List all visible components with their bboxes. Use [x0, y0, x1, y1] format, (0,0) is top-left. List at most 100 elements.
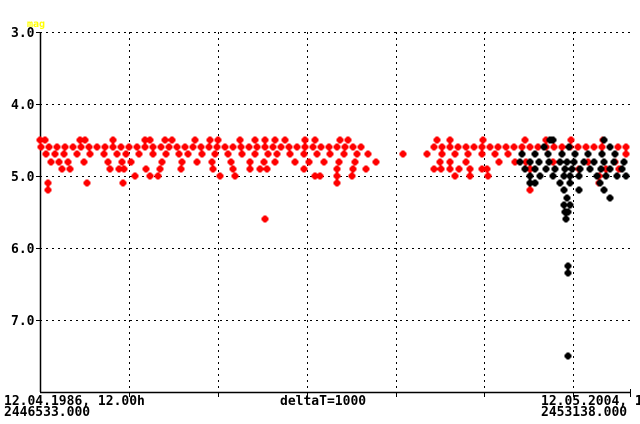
- data-point-core: [577, 166, 583, 172]
- data-point-core: [546, 159, 552, 165]
- data-point-core: [43, 151, 49, 157]
- data-point-core: [563, 216, 569, 222]
- data-point-core: [585, 159, 591, 165]
- data-point-core: [599, 151, 605, 157]
- data-point-core: [350, 166, 356, 172]
- data-point-core: [262, 137, 268, 143]
- data-point-core: [116, 166, 122, 172]
- data-point-core: [568, 137, 574, 143]
- data-point-core: [62, 144, 68, 150]
- data-point-core: [147, 173, 153, 179]
- data-point-core: [607, 166, 613, 172]
- data-point-core: [439, 144, 445, 150]
- data-point-core: [336, 159, 342, 165]
- data-point-core: [467, 173, 473, 179]
- data-point-core: [564, 195, 570, 201]
- data-point-core: [576, 187, 582, 193]
- data-point-core: [102, 144, 108, 150]
- x-delta-label: deltaT=1000: [280, 394, 366, 409]
- y-tick-label: 3.0: [11, 26, 35, 41]
- data-point-core: [334, 166, 340, 172]
- data-point-core: [272, 159, 278, 165]
- data-point-core: [215, 137, 221, 143]
- data-point-core: [619, 166, 625, 172]
- data-point-core: [567, 180, 573, 186]
- data-point-core: [543, 166, 549, 172]
- data-point-core: [254, 144, 260, 150]
- data-point-core: [603, 166, 609, 172]
- data-point-core: [527, 144, 533, 150]
- data-point-core: [527, 173, 533, 179]
- data-point-core: [607, 195, 613, 201]
- data-point-core: [517, 159, 523, 165]
- data-point-core: [566, 144, 572, 150]
- data-point-core: [262, 216, 268, 222]
- data-point-core: [317, 173, 323, 179]
- data-point-core: [302, 144, 308, 150]
- data-point-core: [142, 137, 148, 143]
- data-point-core: [310, 144, 316, 150]
- data-point-core: [452, 173, 458, 179]
- data-point-core: [352, 159, 358, 165]
- data-point-core: [163, 151, 169, 157]
- data-point-core: [572, 151, 578, 157]
- data-point-core: [327, 151, 333, 157]
- data-point-core: [550, 159, 556, 165]
- data-point-core: [292, 159, 298, 165]
- data-point-core: [119, 159, 125, 165]
- data-point-core: [471, 144, 477, 150]
- data-point-core: [550, 173, 556, 179]
- data-point-core: [282, 137, 288, 143]
- data-point-core: [262, 144, 268, 150]
- data-point-core: [222, 144, 228, 150]
- data-point-core: [132, 173, 138, 179]
- data-point-core: [438, 166, 444, 172]
- data-point-core: [495, 144, 501, 150]
- data-point-core: [162, 137, 168, 143]
- y-tick-label: 6.0: [11, 242, 35, 257]
- data-point-core: [101, 151, 107, 157]
- data-point-core: [185, 151, 191, 157]
- data-point-core: [81, 159, 87, 165]
- data-point-core: [94, 144, 100, 150]
- data-point-core: [45, 180, 51, 186]
- data-point-core: [157, 166, 163, 172]
- data-point-core: [206, 144, 212, 150]
- data-point-core: [363, 166, 369, 172]
- data-point-core: [37, 137, 43, 143]
- data-point-core: [158, 144, 164, 150]
- data-point-core: [261, 159, 267, 165]
- data-point-core: [65, 159, 71, 165]
- data-point-core: [527, 180, 533, 186]
- data-point-core: [465, 151, 471, 157]
- data-point-core: [559, 151, 565, 157]
- data-point-core: [562, 166, 568, 172]
- data-point-core: [74, 151, 80, 157]
- data-point-core: [110, 144, 116, 150]
- data-point-core: [479, 144, 485, 150]
- data-point-core: [169, 137, 175, 143]
- data-point-core: [557, 180, 563, 186]
- data-point-core: [511, 144, 517, 150]
- data-point-core: [447, 144, 453, 150]
- data-point-core: [67, 166, 73, 172]
- data-point-core: [484, 166, 490, 172]
- data-point-core: [603, 173, 609, 179]
- data-point-core: [46, 144, 52, 150]
- data-point-core: [431, 144, 437, 150]
- data-point-core: [623, 151, 629, 157]
- data-point-core: [302, 137, 308, 143]
- data-point-core: [527, 159, 533, 165]
- data-point-core: [485, 173, 491, 179]
- data-point-core: [78, 144, 84, 150]
- data-point-core: [349, 173, 355, 179]
- data-point-core: [527, 166, 533, 172]
- y-tick-labels: 3.0 4.0 5.0 6.0 7.0: [11, 26, 35, 329]
- data-point-core: [199, 151, 205, 157]
- data-point-core: [228, 159, 234, 165]
- data-point-core: [114, 151, 120, 157]
- x-end-jd-label: 2453138.000: [541, 405, 627, 420]
- data-point-core: [48, 159, 54, 165]
- data-point-core: [447, 159, 453, 165]
